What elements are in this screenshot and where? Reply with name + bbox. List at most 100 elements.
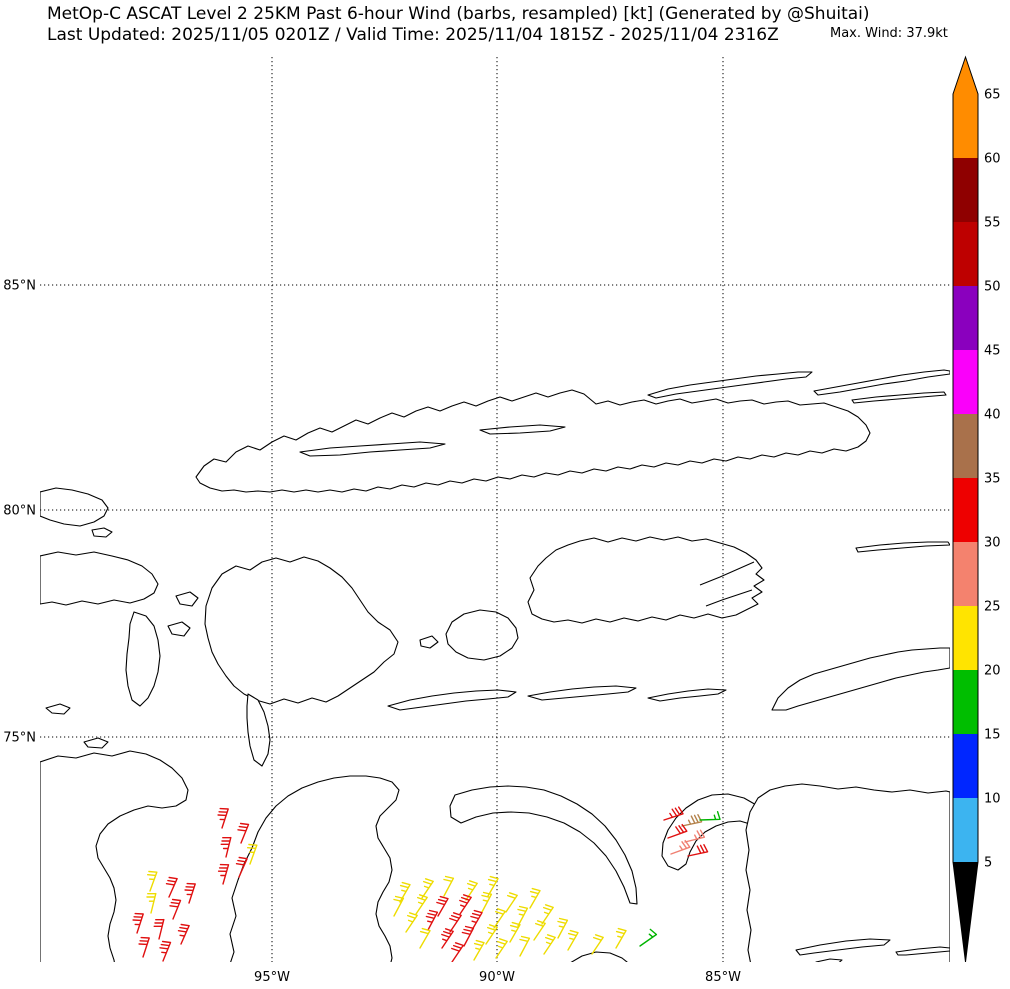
- wind-barb: [615, 927, 627, 949]
- colorbar-under-arrow: [953, 862, 978, 962]
- wind-barb: [687, 844, 709, 857]
- wind-barb: [699, 811, 721, 821]
- colorbar-segment: [953, 350, 978, 414]
- coastline: [745, 783, 950, 962]
- wind-barb: [421, 878, 434, 899]
- colorbar-over-arrow: [953, 57, 978, 94]
- colorbar-tick-label: 40: [984, 408, 1001, 423]
- wind-barb: [505, 892, 518, 913]
- wind-barb: [159, 940, 172, 962]
- wind-barb: [495, 938, 508, 959]
- wind-barb: [663, 806, 684, 821]
- wind-barb: [533, 920, 546, 941]
- wind-barb: [543, 934, 556, 955]
- latitude-label: 85°N: [3, 279, 36, 294]
- graticule: [40, 57, 950, 962]
- figure-title: MetOp-C ASCAT Level 2 25KM Past 6-hour W…: [47, 4, 870, 24]
- coastline: [851, 391, 947, 404]
- colorbar-segment: [953, 414, 978, 478]
- coastline: [195, 389, 871, 493]
- coastline: [647, 688, 727, 702]
- wind-barb: [667, 823, 688, 839]
- wind-barb: [441, 928, 454, 949]
- wind-barb: [681, 814, 703, 827]
- coastline: [479, 424, 566, 435]
- wind-barb: [473, 939, 485, 961]
- coastline: [45, 703, 71, 715]
- colorbar-tick-label: 50: [984, 280, 1001, 295]
- latitude-label: 75°N: [3, 731, 36, 746]
- colorbar-segment: [953, 542, 978, 606]
- coastline: [83, 737, 109, 749]
- coastline: [167, 621, 191, 637]
- colorbar-tick-label: 5: [984, 856, 992, 871]
- wind-barb: [487, 875, 499, 897]
- coastline: [527, 536, 765, 624]
- colorbar-tick-label: 30: [984, 536, 1001, 551]
- max-wind-label: Max. Wind: 37.9kt: [830, 26, 948, 41]
- longitude-label: 95°W: [254, 970, 290, 985]
- coastline: [855, 541, 950, 553]
- wind-barb: [461, 925, 475, 947]
- colorbar-segment: [953, 798, 978, 862]
- longitude-label: 85°W: [705, 970, 741, 985]
- wind-barb: [184, 882, 196, 904]
- wind-barb: [639, 928, 658, 947]
- wind-barb: [220, 836, 232, 858]
- wind-barb: [132, 912, 144, 934]
- wind-barb: [519, 935, 531, 957]
- colorbar-segment: [953, 286, 978, 350]
- wind-barb: [493, 908, 506, 929]
- colorbar-tick-label: 10: [984, 792, 1001, 807]
- coastline: [795, 938, 891, 956]
- colorbar-segment: [953, 734, 978, 798]
- colorbar-tick-label: 25: [984, 600, 1001, 615]
- colorbar-segment: [953, 670, 978, 734]
- wind-barb: [169, 898, 182, 920]
- wind-barbs: [132, 806, 721, 962]
- colorbar-segment: [953, 94, 978, 158]
- wind-barb: [485, 924, 498, 945]
- colorbar: 65 60 55 50 45 40 35 30 25 20 15 10 5: [952, 55, 1001, 963]
- coastline: [815, 958, 843, 962]
- wind-barb: [541, 904, 554, 925]
- wind-barb: [451, 942, 464, 962]
- coastline: [419, 635, 439, 649]
- colorbar-tick-label: 55: [984, 216, 1001, 231]
- coastline: [895, 946, 950, 956]
- coastline: [40, 750, 189, 962]
- wind-barb: [419, 927, 431, 949]
- wind-barb: [465, 880, 478, 901]
- coastline: [229, 775, 400, 962]
- wind-barb: [459, 894, 472, 915]
- coastline: [40, 551, 159, 606]
- wind-barb: [165, 876, 178, 898]
- wind-barb: [443, 875, 455, 897]
- wind-barb: [247, 843, 258, 865]
- colorbar-tick-label: 60: [984, 152, 1001, 167]
- wind-barb: [449, 912, 462, 933]
- wind-barb: [567, 929, 579, 951]
- coastline: [705, 589, 753, 607]
- wind-barb: [425, 909, 439, 931]
- coastline: [175, 591, 199, 607]
- latitude-label: 80°N: [3, 504, 36, 519]
- colorbar-tick-label: 35: [984, 472, 1001, 487]
- wind-barb: [235, 856, 248, 878]
- coastline: [699, 561, 755, 586]
- coastline: [813, 369, 950, 396]
- wind-barb: [470, 909, 483, 931]
- colorbar-tick-label: 15: [984, 728, 1001, 743]
- coastline: [445, 609, 519, 661]
- colorbar-segment: [953, 222, 978, 286]
- wind-barb: [217, 863, 230, 885]
- wind-barb: [684, 829, 706, 843]
- coastline: [449, 785, 638, 905]
- coastline: [246, 693, 271, 767]
- coastline: [570, 951, 628, 962]
- wind-barb: [557, 917, 569, 939]
- wind-barb: [399, 881, 411, 903]
- coastline: [91, 527, 113, 538]
